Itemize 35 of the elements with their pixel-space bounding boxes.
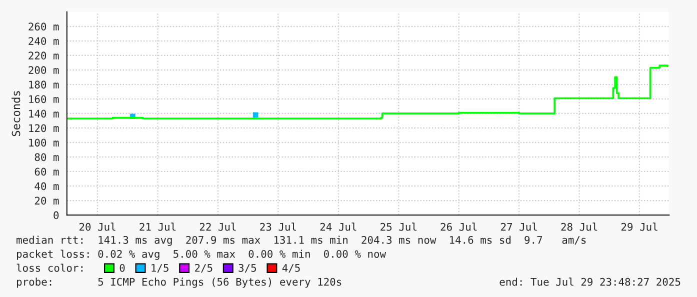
y-tick-label: 80 m xyxy=(34,153,59,162)
y-tick-label: 260 m xyxy=(28,22,59,31)
x-tick-label: 23 Jul xyxy=(260,222,296,231)
y-tick-label: 40 m xyxy=(34,182,59,190)
text: end: Tue Jul 29 23:48:27 2025 xyxy=(500,278,680,286)
x-tick-label: 26 Jul xyxy=(440,222,477,231)
legend-title: loss color: xyxy=(16,264,83,272)
y-tick-label: 120 m xyxy=(29,124,59,132)
y-tick-label: 160 m xyxy=(29,95,59,104)
y-tick-label: 200 m xyxy=(28,66,59,74)
x-tick-label: 28 Jul xyxy=(561,222,598,231)
text: median rtt: 141.3 ms avg 207.9 ms max 131.1 ms min 204.3 ms now 14.6 ms sd 9.7 am/s xyxy=(16,236,586,246)
legend-label: 1/5 xyxy=(152,264,168,273)
x-tick-label: 25 Jul xyxy=(380,222,416,231)
text: packet loss: 0.02 % avg 5.00 % max 0.00 % min 0.00 % now xyxy=(17,250,386,260)
y-tick-label: 240 m xyxy=(28,37,59,46)
y-tick-label: 220 m xyxy=(28,52,59,60)
y-tick-label: 60 m xyxy=(34,168,59,176)
text: probe: 5 ICMP Echo Pings (56 Bytes) every 120s xyxy=(17,278,342,288)
y-tick-label: 20 m xyxy=(34,196,59,205)
y-tick-label: 0 xyxy=(54,211,59,220)
y-tick-label: 180 m xyxy=(29,80,59,89)
x-tick-label: 27 Jul xyxy=(501,222,537,231)
legend-label: 4/5 xyxy=(282,264,300,273)
legend-label: 0 xyxy=(120,264,125,272)
x-tick-label: 20 Jul xyxy=(79,222,116,231)
legend-label: 2/5 xyxy=(194,264,212,273)
x-tick-label: 21 Jul xyxy=(140,222,176,231)
x-tick-label: 22 Jul xyxy=(200,222,236,231)
y-tick-label: 140 m xyxy=(29,110,59,118)
x-tick-label: 29 Jul xyxy=(621,222,658,231)
legend-label: 3/5 xyxy=(238,264,256,273)
x-tick-label: 24 Jul xyxy=(320,222,356,231)
y-tick-label: 100 m xyxy=(29,138,59,147)
y-axis-title: Seconds xyxy=(12,91,20,136)
